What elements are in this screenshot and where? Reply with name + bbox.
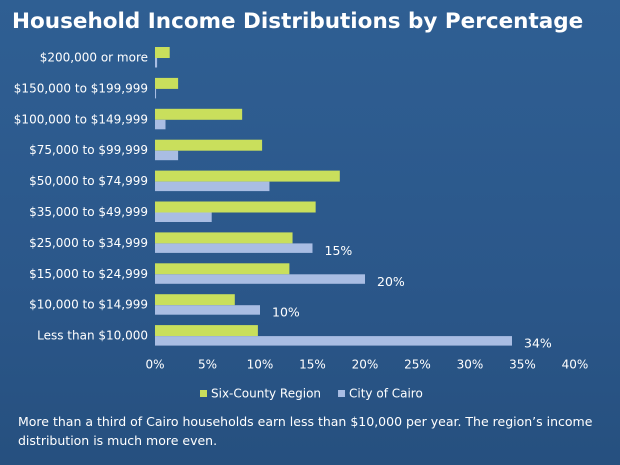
- y-tick-label: $25,000 to $34,999: [29, 236, 148, 250]
- bar: [155, 170, 340, 182]
- bar: [155, 263, 290, 275]
- data-label: 34%: [524, 336, 552, 351]
- x-tick-label: 5%: [198, 358, 217, 372]
- bar: [155, 88, 157, 99]
- x-tick-label: 25%: [404, 358, 431, 372]
- x-tick-label: 30%: [457, 358, 484, 372]
- x-tick-label: 0%: [145, 358, 164, 372]
- y-tick-label: $50,000 to $74,999: [29, 174, 148, 188]
- x-tick-label: 35%: [509, 358, 536, 372]
- legend-swatch: [338, 390, 346, 397]
- bar: [155, 232, 293, 244]
- y-tick-label: $200,000 or more: [40, 51, 148, 65]
- x-tick-label: 10%: [247, 358, 274, 372]
- bar: [155, 119, 166, 130]
- data-label: 15%: [325, 243, 353, 258]
- y-tick-label: $150,000 to $199,999: [14, 81, 148, 95]
- x-tick-label: 40%: [562, 358, 589, 372]
- bar: [155, 150, 179, 161]
- y-tick-label: $35,000 to $49,999: [29, 205, 148, 219]
- bar: [155, 47, 170, 58]
- bar: [155, 336, 512, 346]
- bar: [155, 139, 263, 151]
- bar: [155, 325, 258, 337]
- bar: [155, 274, 365, 284]
- legend-label: City of Cairo: [349, 387, 423, 401]
- bar: [155, 201, 316, 213]
- y-tick-label: $100,000 to $149,999: [14, 112, 148, 126]
- caption: More than a third of Cairo households ea…: [18, 414, 593, 448]
- bar: [155, 181, 270, 192]
- bar: [155, 108, 243, 120]
- chart-title: Household Income Distributions by Percen…: [12, 9, 583, 34]
- y-tick-label: $10,000 to $14,999: [29, 298, 148, 312]
- bar: [155, 305, 260, 315]
- x-tick-label: 15%: [299, 358, 326, 372]
- data-label: 10%: [272, 305, 300, 320]
- bar: [155, 243, 313, 253]
- legend-swatch: [200, 390, 207, 397]
- bar: [155, 77, 179, 89]
- y-tick-label: Less than $10,000: [37, 329, 148, 343]
- x-tick-label: 20%: [352, 358, 379, 372]
- bar: [155, 294, 235, 306]
- y-tick-label: $75,000 to $99,999: [29, 143, 148, 157]
- legend-label: Six-County Region: [211, 387, 321, 401]
- bar: [155, 212, 212, 222]
- y-tick-label: $15,000 to $24,999: [29, 267, 148, 281]
- bar: [155, 58, 158, 68]
- data-label: 20%: [377, 274, 405, 289]
